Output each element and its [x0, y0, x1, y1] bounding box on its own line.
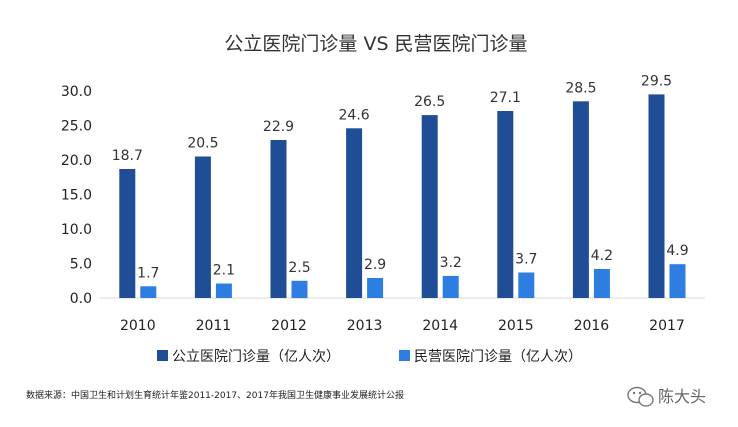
data-label-private: 2.1: [213, 263, 235, 279]
data-label-public: 29.5: [641, 73, 672, 89]
legend-label-private: 民营医院门诊量（亿人次）: [414, 349, 582, 365]
bar-private: [215, 283, 232, 298]
x-tick-label: 2013: [347, 318, 383, 334]
data-label-public: 28.5: [565, 80, 596, 96]
bar-private: [518, 272, 535, 298]
bar-private: [593, 269, 610, 298]
bar-public: [119, 169, 136, 298]
y-tick-label: 20.0: [61, 153, 92, 169]
data-label-private: 3.7: [515, 252, 537, 268]
y-tick-label: 0.0: [70, 291, 92, 307]
bar-public: [270, 140, 287, 298]
data-label-private: 4.2: [591, 248, 613, 264]
wechat-icon: [627, 386, 654, 407]
bars-group: 18.7 1.7 20.5 2.1 22.9 2.5 24.6 2.9 26.5 3.2 27.1 3…: [112, 73, 689, 299]
data-label-public: 18.7: [112, 148, 143, 164]
x-tick-label: 2015: [498, 318, 534, 334]
legend-swatch-public: [157, 350, 168, 361]
data-label-private: 2.9: [364, 257, 386, 273]
legend-swatch-private: [399, 350, 410, 361]
watermark: 陈大头: [627, 386, 706, 407]
bar-private: [442, 275, 459, 298]
bar-private: [367, 278, 384, 298]
x-tick-label: 2011: [196, 318, 232, 334]
data-label-private: 3.2: [440, 255, 462, 271]
x-tick-label: 2016: [574, 318, 610, 334]
x-tick-label: 2012: [271, 318, 307, 334]
legend-label-public: 公立医院门诊量（亿人次）: [172, 349, 340, 365]
data-label-private: 4.9: [666, 243, 688, 259]
data-label-public: 27.1: [490, 90, 521, 106]
data-label-public: 24.6: [339, 107, 370, 123]
y-axis: 30.0 25.0 20.0 15.0 10.0 5.0 0.0: [61, 84, 92, 307]
legend: 公立医院门诊量（亿人次） 民营医院门诊量（亿人次）: [157, 349, 582, 365]
bar-private: [669, 264, 686, 298]
data-label-private: 2.5: [288, 260, 310, 276]
y-tick-label: 10.0: [61, 222, 92, 238]
data-source-note: 数据来源：中国卫生和计划生育统计年鉴2011-2017、2017年我国卫生健康事…: [26, 389, 404, 401]
data-label-public: 26.5: [414, 94, 445, 110]
bar-public: [194, 156, 211, 298]
chart-title: 公立医院门诊量 VS 民营医院门诊量: [224, 33, 527, 55]
bar-private: [291, 280, 308, 299]
y-tick-label: 30.0: [61, 84, 92, 100]
x-tick-label: 2014: [422, 318, 458, 334]
y-tick-label: 15.0: [61, 188, 92, 204]
bar-public: [421, 115, 438, 298]
bar-public: [648, 94, 665, 299]
data-label-public: 20.5: [187, 136, 218, 152]
bar-public: [572, 101, 589, 298]
y-tick-label: 5.0: [70, 257, 92, 273]
watermark-text: 陈大头: [658, 387, 706, 406]
data-label-public: 22.9: [263, 119, 294, 135]
data-label-private: 1.7: [137, 265, 159, 281]
x-tick-label: 2010: [120, 318, 156, 334]
bar-public: [497, 111, 514, 298]
x-axis: 2010 2011 2012 2013 2014 2015 2016 2017: [120, 318, 685, 334]
bar-private: [140, 286, 157, 298]
bar-public: [346, 128, 363, 298]
y-tick-label: 25.0: [61, 119, 92, 135]
x-tick-label: 2017: [649, 318, 685, 334]
